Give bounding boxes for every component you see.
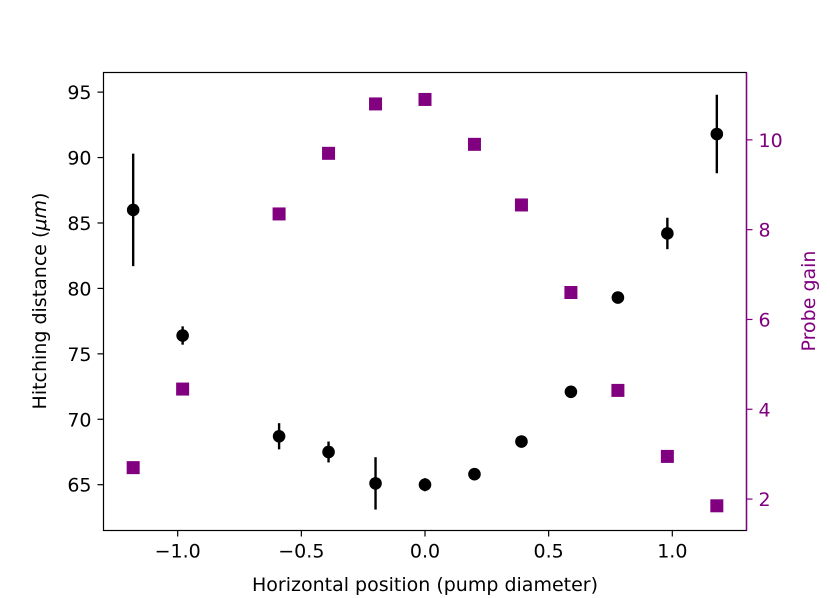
y2-axis-ticks: 2 4 6 8 10: [745, 72, 783, 531]
y2-tick-label: 10: [759, 130, 783, 152]
hitching-point: [322, 445, 335, 459]
x-axis-ticks: −1.0 −0.5 0.0 0.5 1.0: [155, 530, 687, 563]
plot-frame: [102, 71, 748, 532]
y2-tick-label: 2: [759, 489, 771, 511]
y2-tick-label: 4: [759, 399, 771, 421]
probe-gain-point: [710, 499, 724, 513]
probe-gain-point: [514, 198, 528, 212]
y-axis-label-prefix: Hitching distance (: [29, 231, 51, 410]
probe-gain-point: [272, 207, 286, 221]
hitching-point: [611, 291, 625, 304]
x-tick-label: −0.5: [278, 541, 324, 563]
y-tick-label: 70: [67, 409, 91, 431]
hitching-point: [468, 467, 481, 481]
y-tick-label: 90: [67, 148, 91, 170]
y-tick-label: 80: [67, 278, 91, 300]
y-axis-label-unit: μm: [29, 200, 51, 232]
hitching-point: [126, 203, 140, 217]
hitching-distance-series: [126, 94, 724, 510]
probe-gain-point: [564, 286, 578, 300]
y-axis-label-suffix: ): [29, 193, 51, 200]
probe-gain-point: [369, 97, 383, 111]
y-axis-label: Hitching distance (μm): [29, 193, 51, 410]
y-tick-label: 95: [67, 82, 91, 104]
y2-tick-label: 8: [759, 220, 771, 242]
y-tick-label: 65: [67, 475, 91, 497]
probe-gain-point: [611, 383, 625, 397]
hitching-point: [369, 477, 382, 490]
hitching-point: [176, 329, 189, 342]
probe-gain-point: [126, 461, 140, 475]
probe-gain-point: [176, 382, 190, 396]
probe-gain-point: [467, 137, 481, 151]
hitching-point: [272, 429, 286, 443]
hitching-point: [418, 478, 432, 492]
hitching-point: [564, 385, 578, 399]
x-tick-label: 0.5: [534, 541, 564, 563]
x-tick-label: 1.0: [657, 541, 687, 563]
hitching-point: [710, 127, 724, 141]
y-axis-ticks: 65 70 75 80 85 90 95: [67, 82, 104, 497]
y2-tick-label: 6: [759, 309, 771, 331]
probe-gain-series: [126, 92, 724, 513]
probe-gain-point: [418, 92, 432, 106]
y2-axis-label: Probe gain: [798, 251, 820, 352]
y-tick-label: 75: [67, 344, 91, 366]
probe-gain-point: [322, 146, 336, 160]
probe-gain-point: [660, 449, 674, 463]
y-tick-label: 85: [67, 213, 91, 235]
x-tick-label: 0.0: [410, 541, 440, 563]
hitching-point: [515, 435, 528, 448]
x-axis-label: Horizontal position (pump diameter): [252, 574, 598, 596]
hitching-point: [661, 227, 674, 240]
x-tick-label: −1.0: [155, 541, 201, 563]
